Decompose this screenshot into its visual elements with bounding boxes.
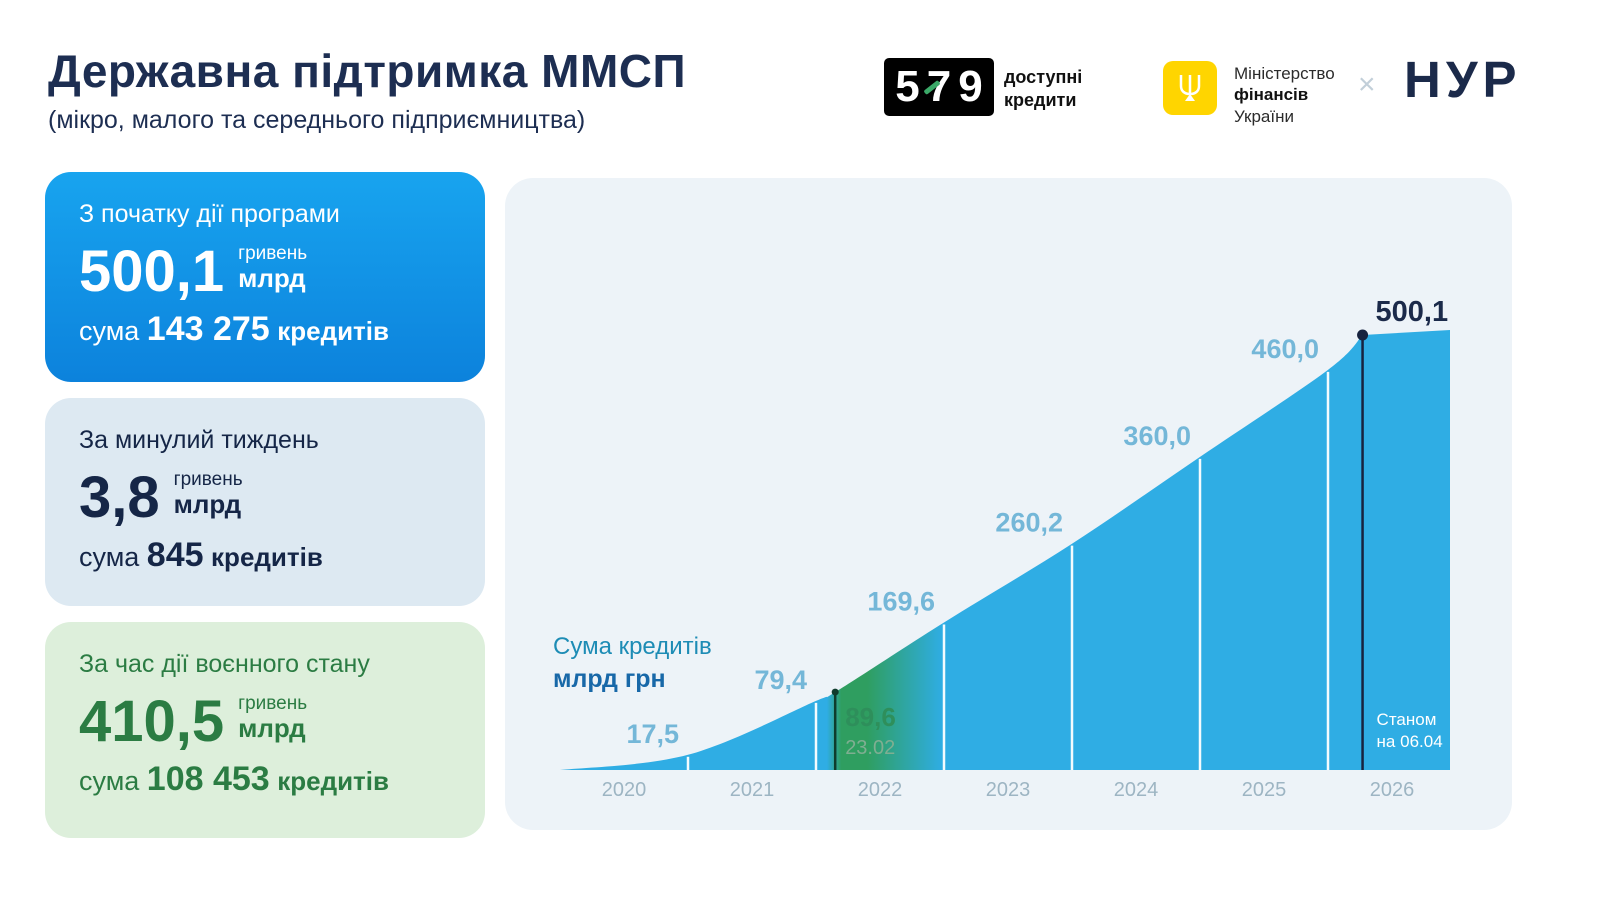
loan-count-unit: кредитів (277, 766, 390, 797)
chart-value-label: 460,0 (1251, 334, 1319, 364)
unit-currency: гривень (238, 243, 308, 264)
chart-value-label: 17,5 (626, 719, 679, 749)
loan-count: 143 275 (146, 310, 270, 349)
chart-value-label: 79,4 (754, 665, 807, 695)
minfin-label: Міністерство фінансів України (1234, 63, 1335, 127)
partner-logo-nur: НУР (1404, 51, 1522, 108)
stat-cards: З початку дії програми 500,1 гривень млр… (45, 172, 485, 838)
war-start-value-label: 89,6 (845, 702, 896, 732)
unit-stack: гривень млрд (174, 469, 243, 518)
unit-stack: гривень млрд (238, 243, 307, 292)
minfin-line1: Міністерство (1234, 64, 1335, 83)
war-start-date-label: 23.02 (845, 737, 895, 759)
stat-card-martial-law: За час дії воєнного стану 410,5 гривень … (45, 622, 485, 838)
loan-count-unit: кредитів (277, 316, 390, 347)
x-separator: × (1358, 68, 1376, 101)
card-title: За минулий тиждень (79, 426, 319, 454)
loan-count: 108 453 (146, 760, 270, 799)
page-title: Державна підтримка ММСП (48, 45, 687, 97)
unit-scale: млрд (238, 262, 306, 293)
card-title: За час дії воєнного стану (79, 650, 370, 678)
unit-currency: гривень (238, 693, 308, 714)
amount-row: 410,5 гривень млрд (79, 688, 451, 754)
unit-scale: млрд (173, 488, 242, 519)
x-axis-year-label: 2025 (1242, 779, 1287, 801)
header: Державна підтримка ММСП (мікро, малого т… (48, 44, 686, 135)
as-of-note: Станом на 06.04 (1377, 710, 1443, 751)
card-amount: 3,8 (79, 464, 160, 530)
loan-count: 845 (146, 536, 204, 575)
card-amount: 410,5 (79, 688, 225, 754)
x-axis-year-label: 2020 (602, 779, 647, 801)
amount-row: 500,1 гривень млрд (79, 238, 451, 304)
final-value-label: 500,1 (1376, 296, 1449, 328)
tryzub-icon (1179, 75, 1201, 101)
unit-scale: млрд (238, 712, 306, 743)
loans-area-chart: 17,5 79,4 89,6 23.02 169,6 260,2 360,0 460,0 500… (560, 296, 1450, 801)
unit-stack: гривень млрд (238, 693, 307, 742)
logo-579-label-line1: доступні (1004, 67, 1083, 87)
minfin-line3: України (1234, 106, 1294, 126)
card-title: З початку дії програми (79, 200, 340, 228)
chart-panel: 17,5 79,4 89,6 23.02 169,6 260,2 360,0 460,0 500… (505, 178, 1512, 830)
x-axis-year-label: 2022 (858, 779, 903, 801)
unit-currency: гривень (173, 469, 243, 490)
sum-row: сума 845 кредитів (79, 536, 451, 575)
stat-card-program-total: З початку дії програми 500,1 гривень млр… (45, 172, 485, 382)
x-axis-year-label: 2024 (1114, 779, 1159, 801)
page-subtitle: (мікро, малого та середнього підприємниц… (48, 106, 586, 134)
logo-579-digit: 5 (895, 62, 920, 111)
amount-row: 3,8 гривень млрд (79, 464, 451, 530)
logo-579-icon: 5 7 9 (884, 58, 994, 116)
x-axis-year-label: 2023 (986, 779, 1031, 801)
sum-label: сума (79, 316, 140, 347)
minfin-line2: фінансів (1234, 85, 1309, 105)
sum-row: сума 143 275 кредитів (79, 310, 451, 349)
final-marker-dot (1357, 329, 1369, 341)
area-series (560, 330, 1450, 770)
logo-579-label-line2: кредити (1004, 89, 1077, 110)
sum-label: сума (79, 542, 140, 573)
minfin-logo (1163, 61, 1217, 115)
war-start-marker-dot (831, 688, 839, 696)
chart-value-label: 260,2 (995, 508, 1063, 538)
x-axis-year-label: 2021 (730, 779, 775, 801)
stat-card-last-week: За минулий тиждень 3,8 гривень млрд сума… (45, 398, 485, 606)
sum-row: сума 108 453 кредитів (79, 760, 451, 799)
chart-value-label: 169,6 (867, 586, 935, 616)
x-axis-year-label: 2026 (1370, 779, 1415, 801)
sum-label: сума (79, 766, 140, 797)
logo-579-digit-7: 7 (923, 65, 951, 109)
loan-count-unit: кредитів (211, 542, 323, 573)
card-amount: 500,1 (79, 238, 225, 304)
chart-value-label: 360,0 (1123, 421, 1191, 451)
logo-579-digit: 9 (958, 62, 983, 111)
logo-579-label: доступні кредити (1004, 66, 1082, 111)
